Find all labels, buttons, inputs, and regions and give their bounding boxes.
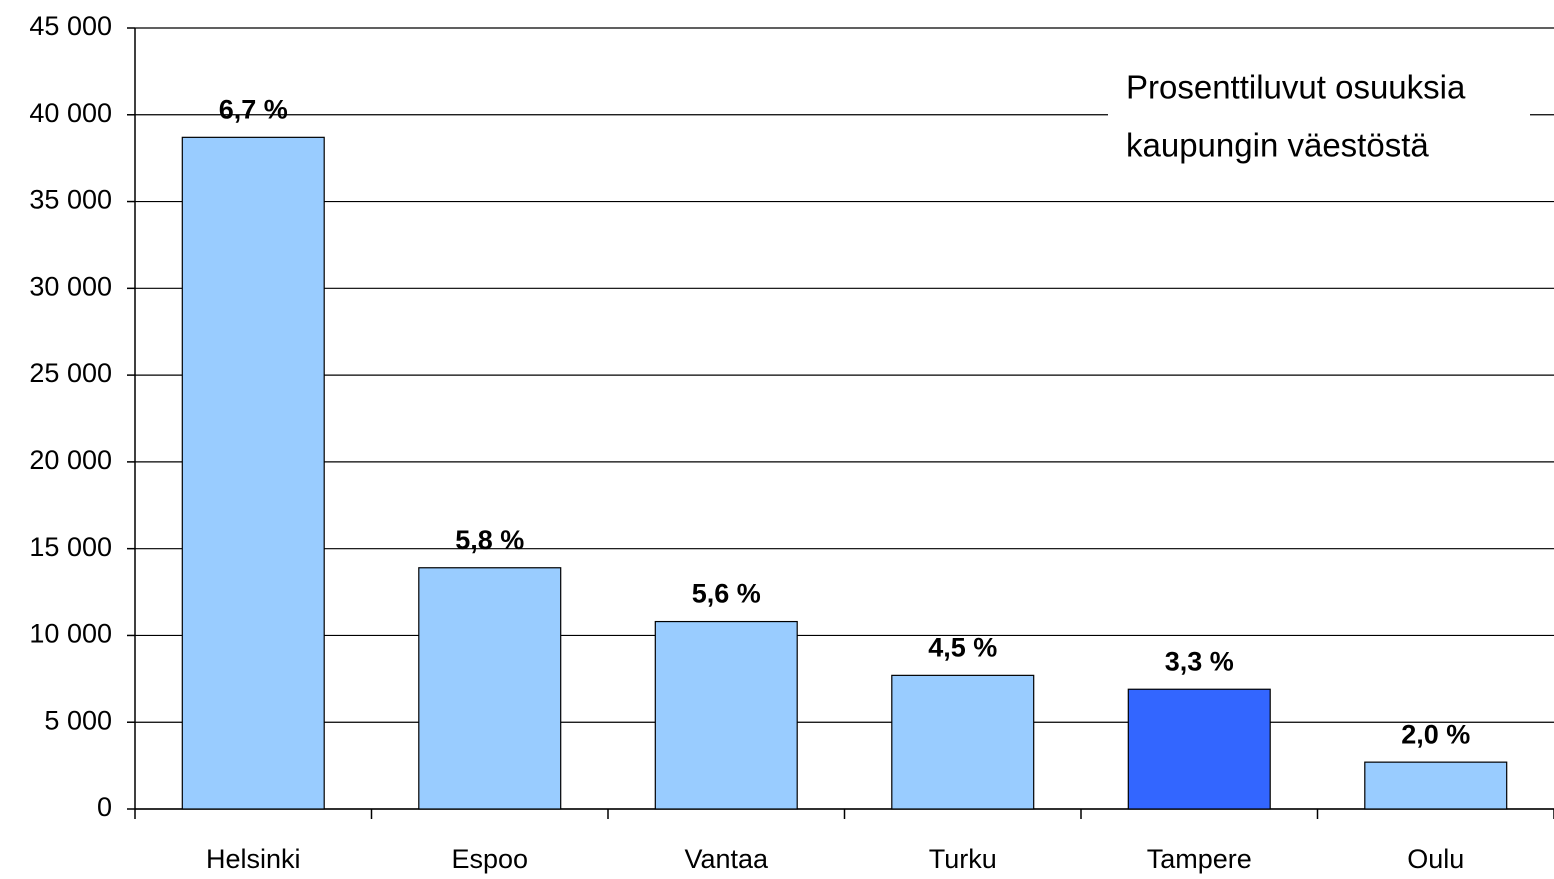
y-tick-label: 40 000 — [29, 98, 112, 128]
annotation: Prosenttiluvut osuuksia — [1126, 69, 1466, 106]
bar — [654, 620, 798, 810]
annotation-box — [1108, 58, 1530, 182]
y-tick-label: 35 000 — [29, 185, 112, 215]
bar-label: 5,8 % — [455, 525, 524, 555]
x-tick-label: Turku — [929, 844, 997, 874]
bar-label: 2,0 % — [1401, 719, 1470, 749]
bar — [418, 567, 562, 810]
x-tick-label: Oulu — [1407, 844, 1464, 874]
x-tick-label: Tampere — [1147, 844, 1252, 874]
y-tick-label: 0 — [97, 792, 112, 822]
y-tick-label: 5 000 — [44, 705, 112, 735]
bar — [891, 674, 1035, 810]
bar — [181, 136, 325, 810]
y-tick-label: 45 000 — [29, 11, 112, 41]
y-tick-label: 30 000 — [29, 271, 112, 301]
y-tick-label: 25 000 — [29, 358, 112, 388]
x-tick-label: Espoo — [451, 844, 528, 874]
annotation: kaupungin väestöstä — [1126, 127, 1429, 164]
bar — [1364, 761, 1508, 810]
bar-label: 3,3 % — [1165, 646, 1234, 676]
y-tick-label: 20 000 — [29, 445, 112, 475]
bar-label: 5,6 % — [692, 579, 761, 609]
x-tick-label: Vantaa — [684, 844, 769, 874]
bar-label: 4,5 % — [928, 632, 997, 662]
x-tick-label: Helsinki — [206, 844, 301, 874]
bar — [1127, 688, 1271, 810]
bar-label: 6,7 % — [219, 94, 288, 124]
y-tick-label: 10 000 — [29, 619, 112, 649]
y-tick-label: 15 000 — [29, 532, 112, 562]
